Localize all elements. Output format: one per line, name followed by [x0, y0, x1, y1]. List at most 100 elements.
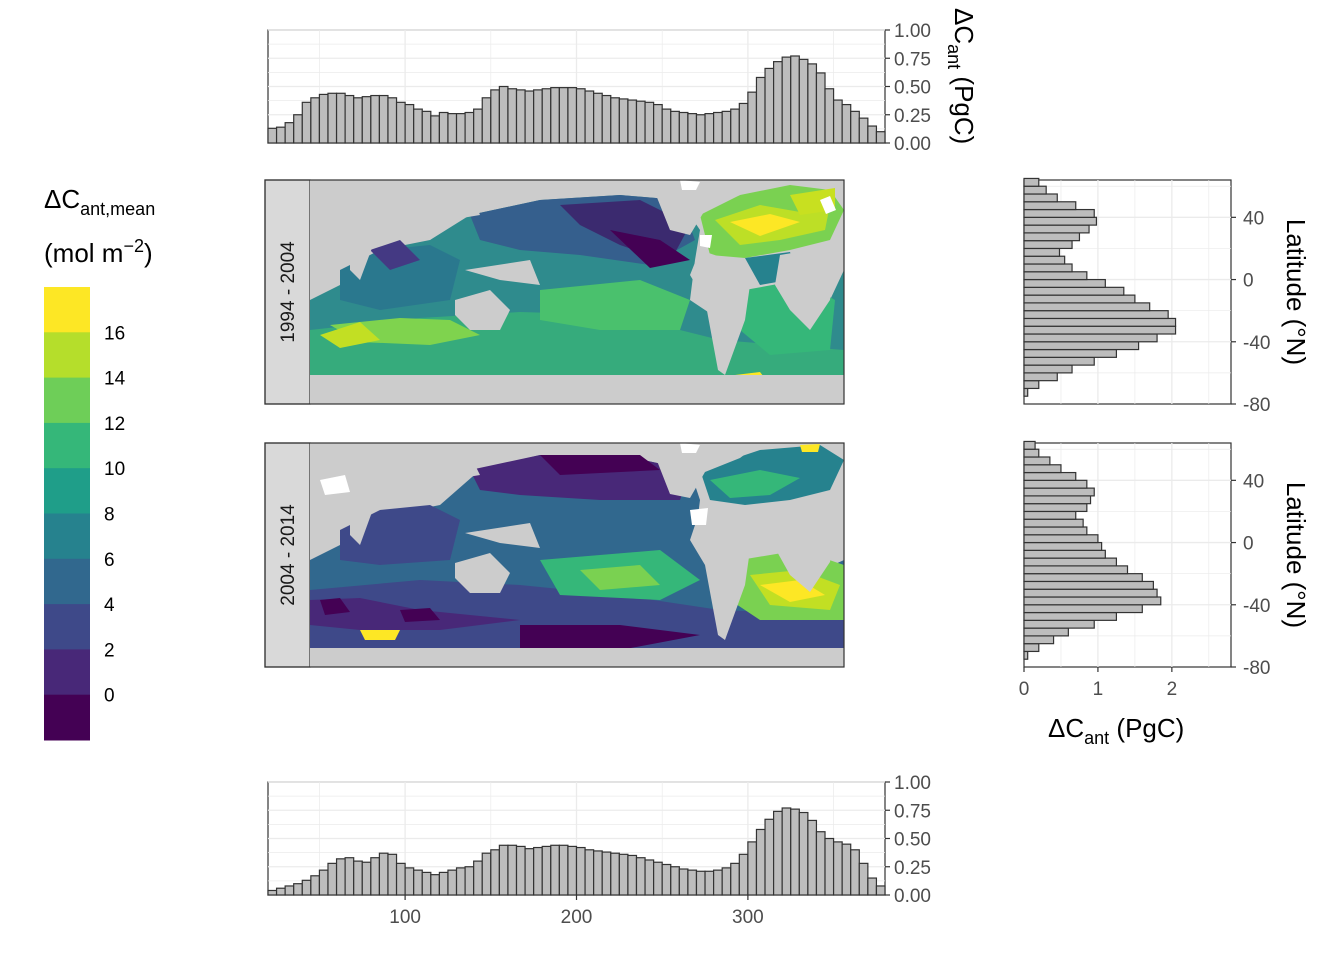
bar [378, 94, 389, 144]
lon-hist-top-yticks: 0.00 0.25 0.50 0.75 1.00 [885, 21, 931, 155]
bar [284, 885, 295, 896]
bar [875, 885, 886, 896]
legend-swatch [44, 287, 90, 333]
bar [481, 852, 492, 896]
legend-swatch [44, 332, 90, 379]
bar [378, 852, 389, 896]
bar [653, 861, 663, 896]
lon-hist-bottom: 0.00 0.25 0.50 0.75 1.00 100 200 300 [267, 773, 931, 928]
map-panel-top: 1994 - 2004 [264, 179, 845, 405]
bar [541, 845, 552, 896]
bar [798, 58, 809, 144]
bar [1023, 333, 1158, 343]
bar [850, 110, 860, 144]
bar [858, 117, 869, 144]
bar [670, 110, 680, 144]
lat-hist-bottom-xticks: 0 1 2 [1019, 667, 1177, 700]
bar [464, 866, 475, 896]
bar [575, 88, 586, 144]
bar [850, 849, 860, 896]
bar [310, 875, 321, 896]
bar [558, 87, 569, 144]
bar [858, 862, 869, 896]
lat-hist-bottom-bars [1023, 440, 1162, 660]
bar [1023, 596, 1162, 606]
bar [335, 92, 346, 144]
legend-unit: (mol m−2) [44, 236, 153, 268]
bar [713, 111, 723, 144]
bar [1023, 208, 1095, 218]
bar [1023, 604, 1143, 614]
bar [550, 87, 560, 144]
bar [1023, 271, 1088, 281]
bar [344, 94, 355, 144]
bar [507, 844, 518, 896]
tick-label: 0 [1243, 271, 1254, 292]
bar [824, 88, 835, 144]
bar [318, 93, 329, 144]
lat-hist-bottom-xlabel: ΔCant (PgC) [1048, 713, 1184, 748]
bar [1023, 325, 1177, 335]
bar [1023, 364, 1073, 374]
bar [567, 87, 578, 144]
bar [293, 114, 303, 144]
bar [370, 94, 381, 144]
lat-hist-bottom: -80 -40 0 40 0 1 2 Latitude (°N) ΔCant (PgC) [1019, 440, 1311, 748]
bar [421, 871, 432, 896]
bar [1023, 580, 1154, 590]
bar [361, 96, 372, 144]
bar [515, 89, 526, 144]
bar [807, 63, 818, 144]
bar [747, 91, 758, 144]
bar [1023, 302, 1151, 312]
bar [695, 114, 706, 144]
bar [772, 810, 783, 896]
bar [687, 113, 698, 144]
bar [832, 99, 843, 144]
map-bottom-strip-label: 2004 - 2014 [278, 504, 299, 606]
bar [1023, 193, 1058, 203]
bar [644, 101, 655, 144]
legend-label: 6 [104, 550, 115, 571]
tick-label: -80 [1243, 395, 1270, 416]
bar [361, 861, 372, 896]
bar [867, 877, 878, 896]
bar [447, 869, 458, 896]
bar [310, 97, 321, 144]
bar [1023, 627, 1069, 637]
bar [627, 854, 638, 896]
colorbar-legend: ΔCant,mean (mol m−2) 16 14 12 10 8 6 4 2 0 [44, 184, 155, 741]
bar [413, 869, 423, 896]
bar [593, 850, 603, 896]
tick-label: 2 [1167, 679, 1178, 700]
bar [353, 860, 363, 896]
lat-hist-top-bars [1023, 177, 1177, 397]
bar [704, 870, 715, 896]
bar [815, 72, 826, 144]
bar [395, 862, 406, 896]
bar [1023, 348, 1118, 358]
bar [721, 867, 732, 896]
legend-swatch [44, 604, 90, 650]
bar [764, 818, 775, 896]
bar [404, 867, 415, 896]
bar [430, 874, 440, 896]
bar [867, 125, 878, 144]
bar [627, 99, 638, 144]
bar [293, 883, 303, 896]
bar [1023, 643, 1040, 653]
bar [447, 113, 458, 144]
legend-label: 14 [104, 369, 126, 390]
tick-label: 0 [1019, 679, 1030, 700]
bar [755, 76, 766, 144]
bar [550, 844, 560, 896]
legend-label: 16 [104, 323, 125, 344]
bar [1023, 263, 1073, 273]
tick-label: 0.00 [894, 134, 931, 155]
legend-swatch [44, 513, 90, 560]
bar [1023, 216, 1098, 226]
bar [713, 869, 723, 896]
bar [1023, 479, 1088, 489]
legend-label: 10 [104, 459, 125, 480]
bar [1023, 185, 1047, 195]
